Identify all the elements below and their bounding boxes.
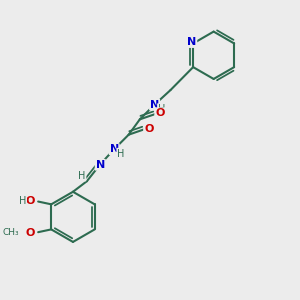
Text: O: O	[155, 108, 165, 118]
Text: O: O	[26, 228, 35, 238]
Text: N: N	[187, 37, 196, 47]
Text: H: H	[78, 171, 85, 181]
Text: O: O	[144, 124, 153, 134]
Text: H: H	[117, 148, 124, 159]
Text: O: O	[26, 196, 35, 206]
Text: CH₃: CH₃	[2, 228, 19, 237]
Text: N: N	[96, 160, 105, 170]
Text: N: N	[150, 100, 159, 110]
Text: H: H	[19, 196, 26, 206]
Text: N: N	[110, 144, 119, 154]
Text: H: H	[158, 104, 165, 114]
